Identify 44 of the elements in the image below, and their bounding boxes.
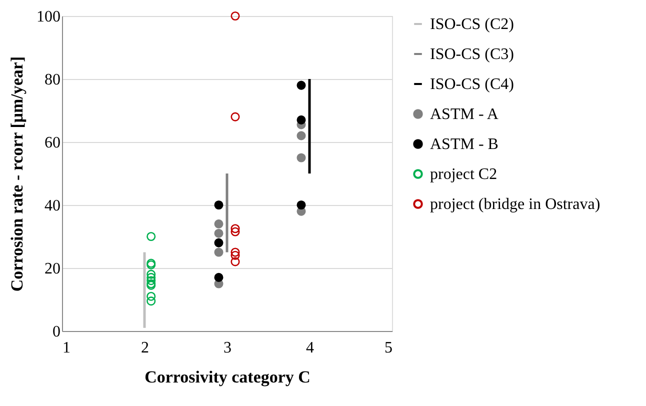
y-tick-label: 0 (52, 324, 60, 340)
point (296, 200, 306, 210)
x-tick-label: 1 (62, 340, 70, 356)
point (146, 292, 156, 301)
y-tick-label: 80 (44, 72, 60, 88)
x-tick-label: 4 (306, 340, 314, 356)
y-tick-label: 100 (36, 8, 60, 26)
legend-label: ISO-CS (C3) (430, 46, 514, 63)
point (296, 115, 306, 124)
point (146, 296, 156, 306)
y-tick-label: 60 (44, 134, 60, 152)
legend-label: project C2 (430, 166, 498, 183)
point (146, 276, 156, 286)
point (146, 270, 156, 279)
point (296, 153, 306, 162)
point (296, 131, 306, 140)
point (146, 272, 156, 282)
point (214, 228, 224, 238)
x-tick-label: 2 (141, 340, 149, 356)
point (214, 219, 224, 228)
point (230, 250, 240, 260)
legend-label: ISO-CS (C2) (430, 16, 514, 33)
legend-label: ASTM - A (430, 106, 499, 123)
x-axis-title: Corrosivity category C (144, 368, 310, 386)
point (214, 238, 224, 248)
y-tick-label: 40 (44, 198, 60, 214)
point (230, 248, 240, 257)
point (214, 248, 224, 257)
point (230, 224, 240, 234)
legend-label: project (bridge in Ostrava) (430, 196, 600, 213)
legend-label: ISO-CS (C4) (430, 76, 514, 93)
point (214, 272, 224, 282)
point (296, 80, 306, 90)
point (230, 227, 240, 236)
point (230, 112, 240, 122)
point (146, 232, 156, 242)
y-axis-title: Corrosion rate - rcorr [μm/year] (8, 56, 26, 292)
x-tick-label: 3 (224, 340, 232, 356)
point (214, 200, 224, 210)
legend-label: ASTM - B (430, 136, 498, 153)
point (230, 11, 240, 21)
y-tick-label: 20 (44, 260, 60, 278)
x-tick-label: 5 (384, 340, 392, 356)
point (230, 257, 240, 266)
